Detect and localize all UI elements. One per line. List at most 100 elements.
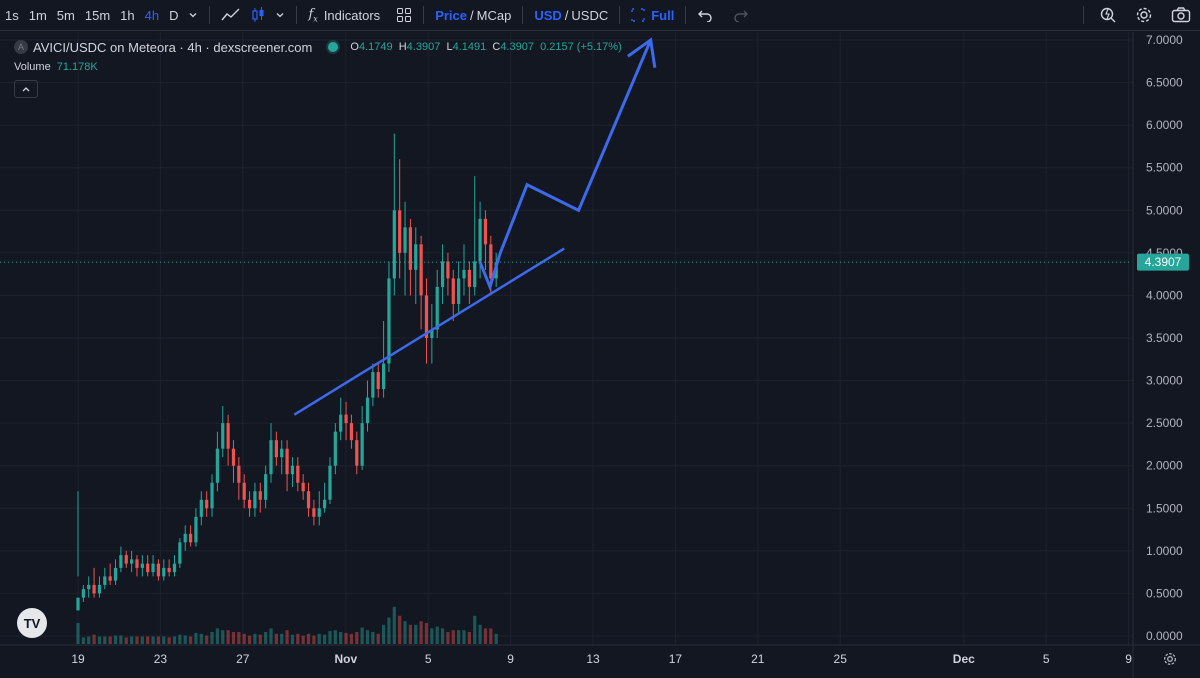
volume-bar [355, 632, 359, 644]
volume-bar [151, 636, 155, 644]
candle-body [467, 269, 471, 287]
time-tick-label: 23 [154, 652, 168, 666]
candle-body [392, 210, 396, 279]
volume-bar [290, 634, 295, 644]
settings-gear-icon[interactable] [1126, 6, 1162, 24]
candle-body [167, 567, 171, 573]
timeframe-1s[interactable]: 1s [5, 7, 19, 23]
candle-body [355, 440, 359, 466]
timeframe-dropdown-icon[interactable] [183, 10, 203, 20]
undo-icon[interactable] [692, 8, 718, 22]
volume-bar [381, 624, 386, 644]
candle-body [317, 508, 321, 517]
time-tick-label: 9 [1125, 652, 1132, 666]
time-tick-label: Nov [334, 652, 357, 666]
camera-icon[interactable] [1162, 7, 1200, 23]
volume-label: Volume [14, 61, 51, 73]
candle-body [156, 563, 161, 577]
candle-body [188, 533, 193, 543]
candle-body [339, 414, 343, 432]
price-mcap-toggle[interactable]: Price / MCap [430, 8, 516, 23]
price-tick-label: 2.0000 [1146, 459, 1183, 473]
indicators-button[interactable]: fx Indicators [303, 7, 385, 24]
time-tick-label: 27 [236, 652, 250, 666]
candle-body [135, 559, 139, 568]
volume-bar [473, 615, 477, 644]
volume-bar [210, 632, 214, 644]
volume-bar [124, 637, 128, 644]
candle-body [231, 448, 236, 466]
toolbar-divider [209, 6, 211, 24]
volume-bar [113, 635, 118, 644]
candle-body [306, 491, 311, 509]
candle-body [387, 278, 391, 364]
volume-bar [221, 630, 225, 644]
price-tick-label: 0.0000 [1146, 629, 1183, 643]
volume-bar [97, 636, 102, 644]
volume-bar [146, 636, 150, 644]
candle-body [76, 597, 80, 611]
volume-bar [360, 627, 364, 644]
layouts-grid-icon[interactable] [391, 7, 417, 23]
candles-icon[interactable] [246, 7, 270, 23]
volume-bar [446, 632, 450, 644]
timeframe-15m[interactable]: 15m [84, 7, 111, 23]
candle-body [237, 465, 241, 483]
usd-usdc-toggle[interactable]: USD / USDC [529, 8, 613, 23]
chart-type-dropdown-icon[interactable] [270, 10, 290, 20]
volume-bar [328, 631, 332, 644]
volume-bar [312, 635, 316, 644]
candle-body [124, 555, 128, 564]
price-axis: 0.0000 0.5000 1.0000 1.5000 2.0000 2.5000 3.00… [1146, 33, 1183, 643]
time-tick-label: 17 [669, 652, 683, 666]
volume-bar [183, 635, 187, 644]
time-tick-label: 9 [507, 652, 514, 666]
candle-body [296, 465, 300, 483]
tradingview-logo[interactable]: TV [17, 608, 47, 638]
candle-body [312, 508, 316, 517]
projection-arrowhead [627, 37, 657, 68]
candle-body [440, 261, 445, 287]
candle-body [280, 448, 284, 458]
volume-bar [403, 621, 407, 644]
timeframe-4h[interactable]: 4h [144, 7, 160, 23]
full-screen-button[interactable]: Full [626, 8, 679, 23]
candle-body [419, 244, 423, 296]
price-chart[interactable]: 0.0000 0.5000 1.0000 1.5000 2.0000 2.5000 3.00… [0, 32, 1200, 678]
volume-bar [119, 635, 123, 644]
last-price-label: 4.3907 [1145, 255, 1182, 269]
timeframe-1h[interactable]: 1h [120, 7, 135, 23]
volume-bar [226, 630, 230, 644]
time-tick-label: 5 [1043, 652, 1050, 666]
usdc-option: USDC [571, 7, 609, 23]
candle-body [424, 295, 429, 338]
axis-settings-gear-icon[interactable] [1163, 652, 1177, 669]
fx-icon: fx [308, 6, 318, 24]
candle-body [489, 244, 493, 279]
time-tick-label: 19 [71, 652, 85, 666]
symbol-title: AVICI/USDC on Meteora · 4h · dexscreener… [33, 39, 313, 55]
timeframe-5m[interactable]: 5m [56, 7, 75, 23]
line-chart-icon[interactable] [216, 8, 246, 22]
quick-search-icon[interactable] [1090, 6, 1126, 24]
volume-bar [162, 636, 166, 644]
toolbar-divider [296, 6, 298, 24]
chevron-up-icon [22, 87, 30, 92]
price-tick-label: 0.5000 [1146, 586, 1183, 600]
collapse-legend-button[interactable] [14, 80, 38, 98]
timeframe-d[interactable]: D [169, 7, 179, 23]
toolbar-divider [1083, 6, 1084, 24]
redo-icon[interactable] [728, 8, 754, 22]
volume-bar [92, 634, 96, 644]
price-tick-label: 3.0000 [1146, 374, 1183, 388]
price-tick-label: 6.5000 [1146, 76, 1183, 90]
volume-bar [188, 636, 193, 644]
candle-body [381, 363, 386, 390]
timeframe-1m[interactable]: 1m [28, 7, 47, 23]
candle-body [446, 261, 450, 279]
volume-bar [108, 636, 112, 644]
candle-body [140, 563, 144, 568]
candle-body [178, 542, 182, 564]
price-tick-label: 5.0000 [1146, 203, 1183, 217]
volume-bar [135, 636, 139, 644]
